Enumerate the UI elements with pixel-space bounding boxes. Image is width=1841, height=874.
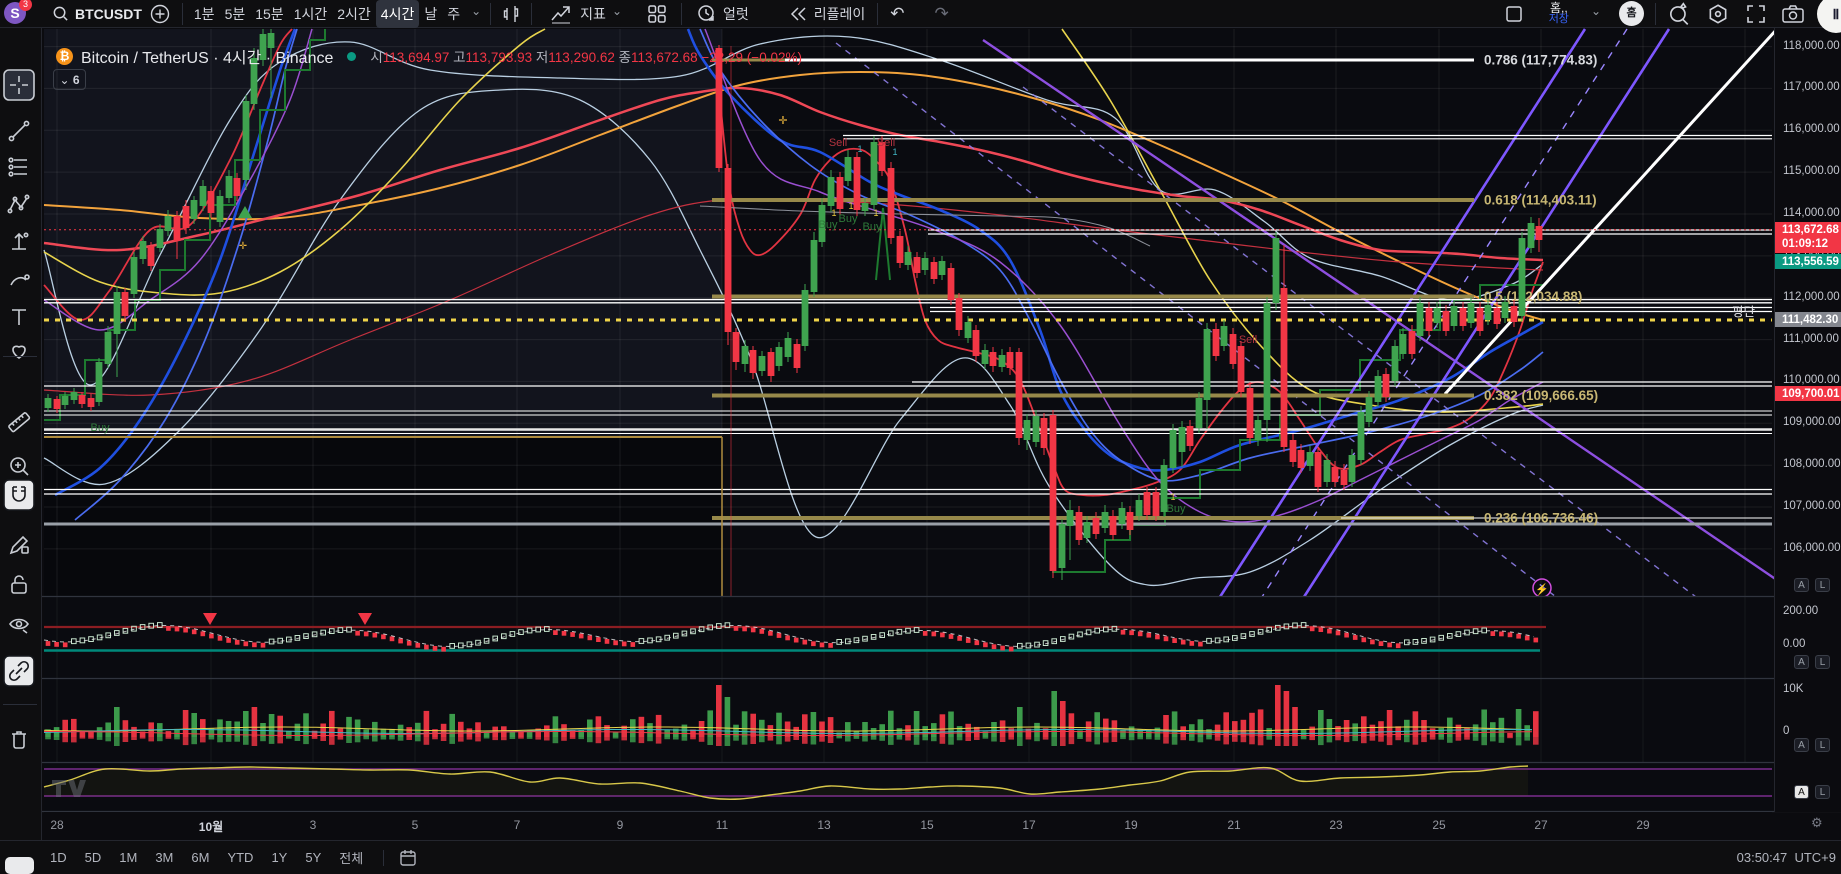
svg-text:0.786 (117,774.83): 0.786 (117,774.83) bbox=[1484, 53, 1597, 68]
svg-text:Sell: Sell bbox=[1239, 334, 1257, 346]
svg-text:0.5 (112,034.88): 0.5 (112,034.88) bbox=[1484, 289, 1582, 304]
svg-text:Buy: Buy bbox=[839, 213, 858, 225]
svg-text:✛: ✛ bbox=[778, 115, 787, 127]
svg-text:0.618 (114,403.11): 0.618 (114,403.11) bbox=[1484, 193, 1597, 208]
svg-text:1: 1 bbox=[857, 144, 862, 154]
svg-text:1: 1 bbox=[873, 208, 878, 218]
svg-text:1: 1 bbox=[1170, 492, 1175, 502]
svg-text:1: 1 bbox=[892, 147, 897, 157]
svg-text:1: 1 bbox=[831, 208, 836, 218]
svg-text:Sell: Sell bbox=[829, 137, 847, 149]
svg-text:0.236 (106,736.46): 0.236 (106,736.46) bbox=[1484, 511, 1598, 526]
svg-text:평단: 평단 bbox=[1732, 305, 1756, 319]
svg-text:Sell: Sell bbox=[877, 137, 895, 149]
svg-text:⚡: ⚡ bbox=[1535, 583, 1549, 596]
svg-text:✛: ✛ bbox=[239, 241, 247, 252]
svg-text:Buy: Buy bbox=[819, 219, 838, 231]
svg-text:0.382 (109,666.65): 0.382 (109,666.65) bbox=[1484, 388, 1598, 403]
svg-text:Buy: Buy bbox=[863, 221, 882, 233]
svg-text:Buy: Buy bbox=[1167, 503, 1186, 515]
svg-text:Buy: Buy bbox=[91, 422, 110, 434]
svg-text:1: 1 bbox=[848, 201, 853, 211]
